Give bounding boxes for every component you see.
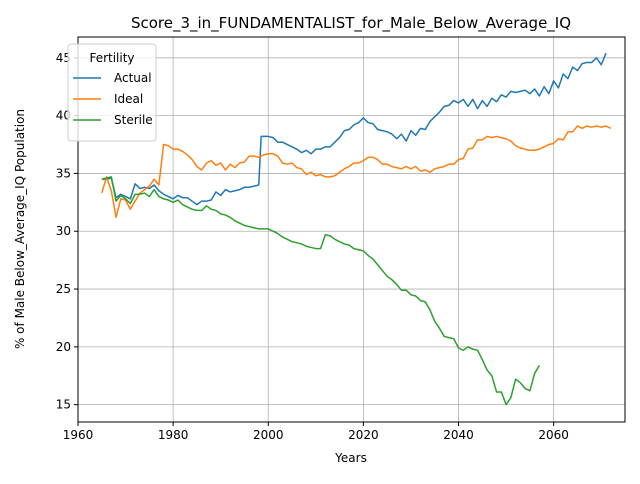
y-axis-label: % of Male Below_Average_IQ Population [13, 109, 27, 349]
y-tick-label: 30 [56, 224, 71, 238]
legend-box [67, 43, 157, 142]
y-tick-label: 45 [56, 51, 71, 65]
x-tick-label: 1980 [158, 428, 189, 442]
y-tick-label: 35 [56, 166, 71, 180]
legend: Fertility Actual Ideal Sterile [67, 43, 157, 142]
x-tick-label: 2020 [348, 428, 379, 442]
x-tick-label: 2060 [538, 428, 569, 442]
series-lines [101, 52, 612, 406]
series-line-actual [101, 52, 607, 206]
y-axis-ticks: 15 20 25 30 35 40 45 [56, 51, 78, 412]
legend-title: Fertility [89, 51, 134, 65]
legend-label-sterile: Sterile [114, 113, 153, 127]
legend-entries: Actual Ideal Sterile [73, 71, 153, 127]
plot-frame [77, 36, 626, 423]
series-line-ideal [101, 125, 612, 219]
y-tick-label: 15 [56, 398, 71, 412]
x-axis-label: Years [334, 451, 367, 465]
x-tick-label: 2000 [253, 428, 284, 442]
y-tick-label: 40 [56, 109, 71, 123]
x-axis-ticks: 1960 1980 2000 2020 2040 2060 [63, 422, 569, 442]
legend-label-ideal: Ideal [114, 92, 143, 106]
x-tick-label: 1960 [63, 428, 94, 442]
chart-title: Score_3_in_FUNDAMENTALIST_for_Male_Below… [131, 14, 571, 33]
series-line-sterile [101, 176, 541, 406]
y-tick-label: 25 [56, 282, 71, 296]
x-tick-label: 2040 [443, 428, 474, 442]
legend-label-actual: Actual [114, 71, 152, 85]
y-tick-label: 20 [56, 340, 71, 354]
